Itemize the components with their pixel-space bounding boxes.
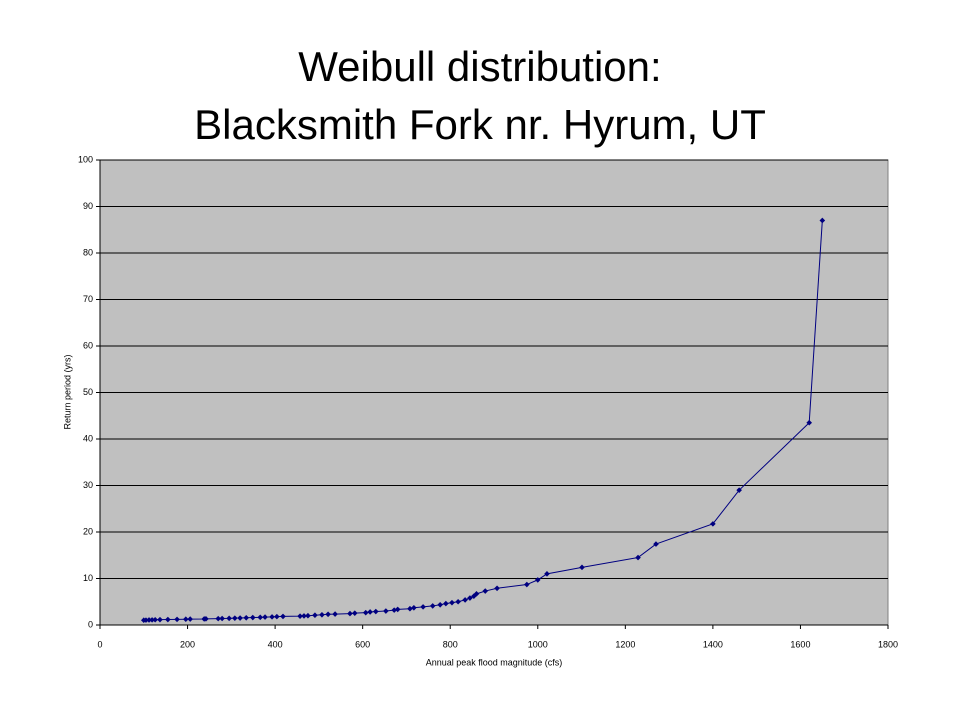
data-point: [449, 599, 455, 606]
data-point: [243, 614, 250, 621]
data-point: [373, 608, 379, 615]
data-point: [237, 615, 243, 621]
x-tick-label: 1000: [528, 639, 548, 649]
data-point: [473, 591, 480, 597]
data-point: [332, 611, 338, 617]
data-point: [146, 617, 152, 623]
data-point: [203, 616, 209, 622]
data-point: [257, 614, 264, 621]
x-tick-label: 1200: [615, 639, 635, 649]
data-point: [437, 601, 443, 608]
data-point: [443, 600, 449, 607]
data-point: [174, 616, 180, 623]
data-point: [280, 613, 286, 620]
data-point: [143, 617, 149, 623]
y-tick-label: 10: [83, 573, 93, 583]
x-tick-label: 1800: [878, 639, 898, 649]
data-point: [710, 521, 716, 527]
data-point: [819, 217, 826, 224]
data-point: [274, 613, 280, 620]
data-point: [653, 541, 659, 547]
x-tick-label: 800: [443, 639, 458, 649]
data-point: [347, 610, 353, 617]
x-tick-label: 1400: [703, 639, 723, 649]
data-point: [215, 615, 221, 622]
data-point: [407, 605, 413, 612]
data-point: [635, 554, 641, 561]
data-point: [383, 608, 389, 614]
y-tick-label: 100: [78, 154, 93, 164]
y-tick-label: 60: [83, 340, 93, 350]
y-tick-label: 90: [83, 201, 93, 211]
data-point: [187, 616, 193, 622]
data-point: [429, 603, 436, 609]
data-point: [806, 419, 812, 426]
data-point: [394, 606, 401, 613]
data-point: [183, 616, 189, 623]
data-point: [367, 609, 373, 615]
data-point: [579, 564, 585, 571]
data-point: [149, 617, 155, 623]
data-point: [219, 615, 225, 622]
y-tick-label: 70: [83, 294, 93, 304]
chart-title: Weibull distribution:: [298, 43, 661, 90]
data-point: [165, 616, 171, 623]
y-tick-label: 30: [83, 480, 93, 490]
data-point: [262, 614, 268, 620]
data-point: [544, 571, 550, 577]
data-point: [462, 597, 468, 603]
data-point: [297, 613, 303, 619]
data-point: [325, 611, 331, 618]
y-tick-label: 20: [83, 526, 93, 536]
x-axis-label: Annual peak flood magnitude (cfs): [426, 657, 563, 667]
data-point: [524, 581, 530, 588]
data-point: [152, 616, 158, 623]
data-point: [362, 609, 369, 616]
x-tick-label: 0: [97, 639, 102, 649]
data-point: [482, 588, 489, 594]
y-tick-label: 50: [83, 387, 93, 397]
data-point: [351, 610, 358, 616]
y-tick-label: 0: [88, 619, 93, 629]
data-point: [736, 487, 742, 493]
data-point: [232, 615, 238, 621]
data-point: [494, 585, 500, 592]
data-point: [305, 612, 311, 619]
data-point: [157, 616, 163, 623]
data-point: [391, 607, 397, 613]
x-tick-label: 1600: [790, 639, 810, 649]
data-point: [301, 613, 307, 619]
data-point: [411, 604, 417, 611]
data-point: [467, 595, 473, 601]
data-point: [319, 611, 325, 618]
chart-title: Blacksmith Fork nr. Hyrum, UT: [194, 101, 766, 148]
y-axis-label: Return period (yrs): [62, 354, 72, 429]
data-point: [249, 614, 256, 621]
data-point: [420, 604, 426, 610]
data-point: [312, 612, 318, 619]
x-tick-label: 200: [180, 639, 195, 649]
x-tick-label: 400: [268, 639, 283, 649]
data-point: [226, 615, 232, 622]
data-point: [534, 577, 541, 583]
y-tick-label: 80: [83, 247, 93, 257]
data-point: [269, 614, 275, 620]
data-point: [455, 598, 461, 605]
x-tick-label: 600: [355, 639, 370, 649]
y-tick-label: 40: [83, 433, 93, 443]
